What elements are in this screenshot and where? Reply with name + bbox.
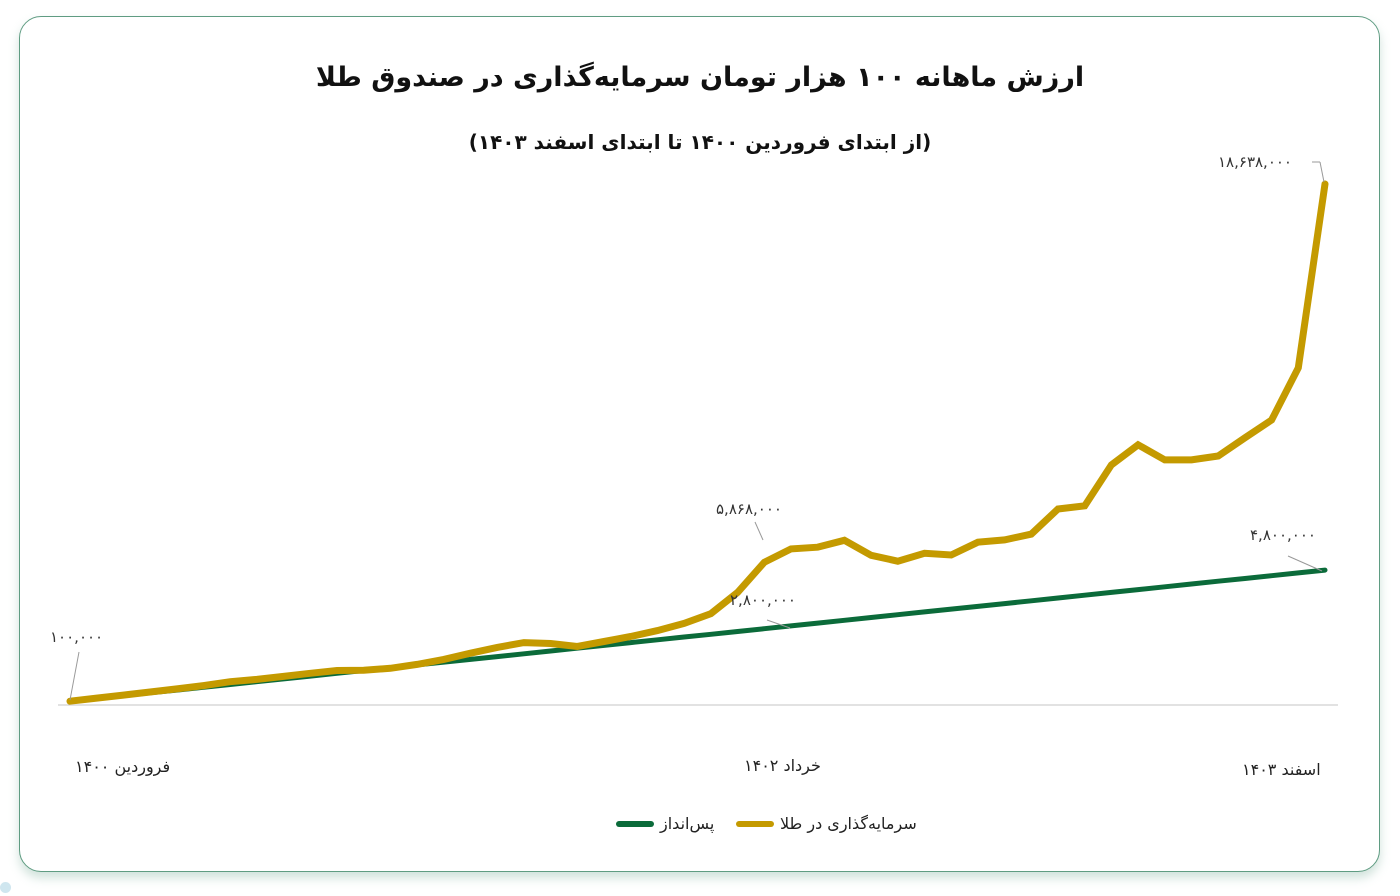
label-save-mid: ۲,۸۰۰,۰۰۰ [730,591,796,609]
label-start: ۱۰۰,۰۰۰ [50,628,103,646]
chart-title: ارزش ماهانه ۱۰۰ هزار تومان سرمایه‌گذاری … [315,62,1085,93]
legend-item-savings[interactable]: پس‌انداز [616,814,714,833]
label-gold-peak: ۵,۸۶۸,۰۰۰ [716,500,782,518]
x-tick-mid: خرداد ۱۴۰۲ [744,756,821,775]
x-tick-start: فروردین ۱۴۰۰ [75,757,171,776]
gold-line [66,180,1329,705]
legend-label-savings: پس‌انداز [660,814,715,833]
legend-label-gold: سرمایه‌گذاری در طلا [780,814,917,833]
legend: سرمایه‌گذاری در طلا پس‌انداز [0,814,1400,838]
corner-logo-icon [0,882,11,893]
legend-swatch-savings-icon [616,820,654,827]
x-tick-end: اسفند ۱۴۰۳ [1242,760,1321,779]
label-save-end: ۴,۸۰۰,۰۰۰ [1250,526,1316,544]
label-gold-end: ۱۸,۶۳۸,۰۰۰ [1218,153,1292,171]
chart-subtitle: (از ابتدای فروردین ۱۴۰۰ تا ابتدای اسفند … [468,130,932,154]
legend-swatch-gold-icon [736,820,774,827]
legend-item-gold[interactable]: سرمایه‌گذاری در طلا [736,814,917,833]
chart-card [19,16,1380,872]
leader-start [69,651,80,701]
leader-save-end [1287,555,1323,572]
leader-gold-peak [754,521,764,541]
leader-gold-end-v [1319,161,1325,183]
leader-save-mid [766,619,791,629]
